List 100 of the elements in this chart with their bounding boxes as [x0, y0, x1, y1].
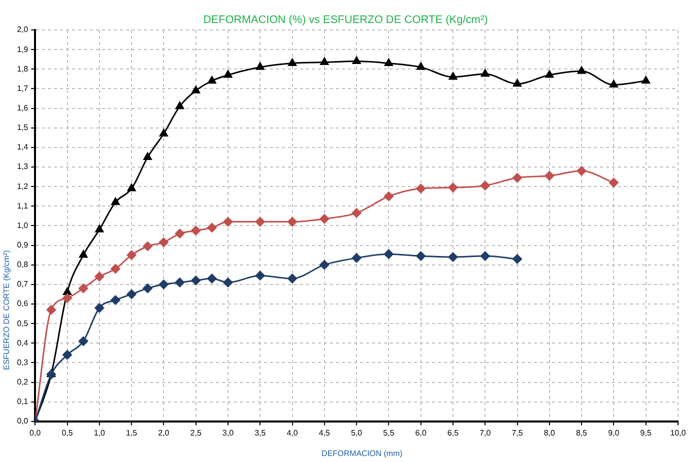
y-tick-label: 1,6: [16, 103, 29, 112]
point: [288, 217, 298, 227]
point: [142, 284, 152, 294]
point: [255, 217, 265, 227]
point: [62, 293, 72, 303]
point: [610, 80, 618, 88]
point: [223, 217, 233, 227]
y-tick-label: 1,4: [16, 142, 29, 152]
point: [79, 250, 88, 258]
point: [544, 171, 554, 181]
point: [288, 274, 298, 284]
y-tick-label: 0,9: [16, 240, 29, 250]
x-tick-label: 8,5: [576, 428, 588, 438]
y-tick-label: 1,5: [16, 123, 29, 132]
point: [127, 184, 136, 192]
point: [175, 278, 185, 288]
point: [416, 184, 426, 194]
y-tick-label: 1,8: [16, 64, 29, 74]
y-tick-label: 0,6: [16, 299, 29, 308]
y-tick-label: 2,0: [16, 25, 29, 34]
point: [192, 86, 200, 94]
point: [576, 166, 586, 176]
y-tick-label: 1,2: [16, 182, 29, 191]
y-tick-label: 0,5: [16, 318, 29, 328]
point: [448, 182, 458, 192]
point: [191, 276, 201, 286]
x-tick-label: 9,0: [608, 428, 620, 438]
y-tick-label: 1,7: [16, 84, 29, 93]
point: [175, 228, 185, 238]
point: [62, 350, 72, 360]
y-tick-label: 0,0: [16, 416, 29, 426]
x-tick-label: 1,5: [126, 428, 138, 438]
x-tick-label: 2,0: [158, 428, 170, 438]
point: [191, 226, 201, 236]
point: [512, 254, 522, 264]
x-tick-label: 1,0: [94, 428, 106, 438]
point: [416, 62, 426, 70]
point: [142, 242, 152, 251]
point: [352, 208, 362, 218]
y-tick-label: 0,7: [16, 280, 29, 289]
point: [207, 274, 217, 284]
y-tick-label: 1,9: [16, 44, 29, 54]
point: [642, 76, 650, 84]
point: [320, 214, 330, 224]
point: [208, 76, 216, 84]
point: [63, 287, 72, 295]
y-tick-label: 1,3: [16, 162, 29, 172]
x-tick-label: 5,0: [351, 428, 363, 438]
point: [95, 224, 104, 232]
y-tick-label: 0,8: [16, 260, 29, 270]
point: [110, 264, 120, 274]
x-axis-title: DEFORMACION (mm): [320, 449, 404, 458]
point: [126, 250, 136, 260]
point: [288, 58, 296, 66]
point: [448, 252, 458, 262]
x-tick-label: 10,0: [670, 428, 686, 438]
point: [255, 270, 265, 280]
chart-title: DEFORMACION (%) vs ESFUERZO DE CORTE (Kg/cm²): [202, 14, 489, 26]
point: [512, 173, 522, 183]
point: [46, 305, 56, 315]
point: [94, 272, 104, 282]
x-tick-label: 3,0: [222, 428, 234, 438]
y-tick-label: 0,4: [16, 338, 29, 348]
point: [352, 253, 362, 263]
y-tick-label: 0,3: [16, 358, 29, 367]
point: [480, 69, 490, 77]
x-tick-label: 7,0: [480, 428, 492, 438]
point: [78, 336, 88, 346]
point: [513, 79, 522, 87]
point: [111, 197, 120, 205]
x-tick-label: 0,0: [30, 428, 42, 438]
x-tick-label: 8,0: [544, 428, 556, 438]
point: [224, 70, 232, 78]
point: [545, 70, 554, 78]
point: [384, 58, 393, 66]
y-axis-title: ESFUERZO DE CORTE (Kg/cm²): [2, 250, 11, 370]
x-tick-label: 6,0: [415, 428, 427, 438]
point: [256, 62, 264, 70]
point: [577, 66, 586, 74]
point: [384, 249, 394, 259]
point: [158, 238, 168, 248]
x-tick-label: 4,5: [318, 428, 331, 438]
point: [176, 102, 184, 110]
point: [126, 289, 136, 299]
point: [320, 58, 329, 66]
x-tick-label: 0,5: [62, 428, 74, 438]
point: [480, 180, 490, 190]
x-tick-label: 2,5: [190, 428, 202, 438]
point: [159, 128, 168, 136]
point: [352, 56, 361, 64]
x-tick-label: 3,5: [254, 428, 266, 438]
x-tick-label: 6,5: [447, 428, 460, 438]
x-tick-label: 9,5: [640, 428, 652, 438]
point: [94, 303, 104, 313]
point: [110, 295, 120, 305]
y-tick-label: 0,2: [16, 377, 29, 386]
point: [608, 178, 618, 188]
y-tick-label: 0,1: [16, 397, 29, 406]
point: [320, 260, 330, 270]
point: [480, 251, 490, 261]
